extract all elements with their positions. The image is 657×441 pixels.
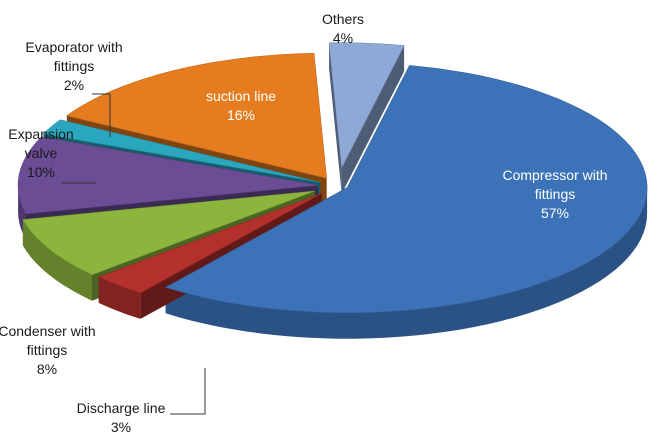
slice-name-label: Others [322, 11, 364, 27]
slice-name-label: valve [25, 145, 58, 161]
slice-name-label: Discharge line [77, 400, 166, 416]
slice-name-label: Condenser with [0, 323, 96, 339]
slice-name-label: Compressor with [502, 167, 607, 183]
slice-name-label: fittings [535, 186, 575, 202]
slice-value-label: 57% [541, 205, 569, 221]
slice-value-label: 10% [27, 164, 55, 180]
leader-line [170, 368, 205, 414]
slice-name-label: Expansion [8, 126, 73, 142]
slice-name-label: Evaporator with [25, 39, 122, 55]
slice-name-label: suction line [206, 88, 276, 104]
slice-name-label: fittings [54, 58, 94, 74]
slice-value-label: 16% [227, 107, 255, 123]
slice-value-label: 2% [64, 77, 84, 93]
slice-value-label: 8% [37, 361, 57, 377]
slice-name-label: fittings [27, 342, 67, 358]
slice-value-label: 4% [333, 30, 353, 46]
slice-value-label: 3% [111, 419, 131, 435]
